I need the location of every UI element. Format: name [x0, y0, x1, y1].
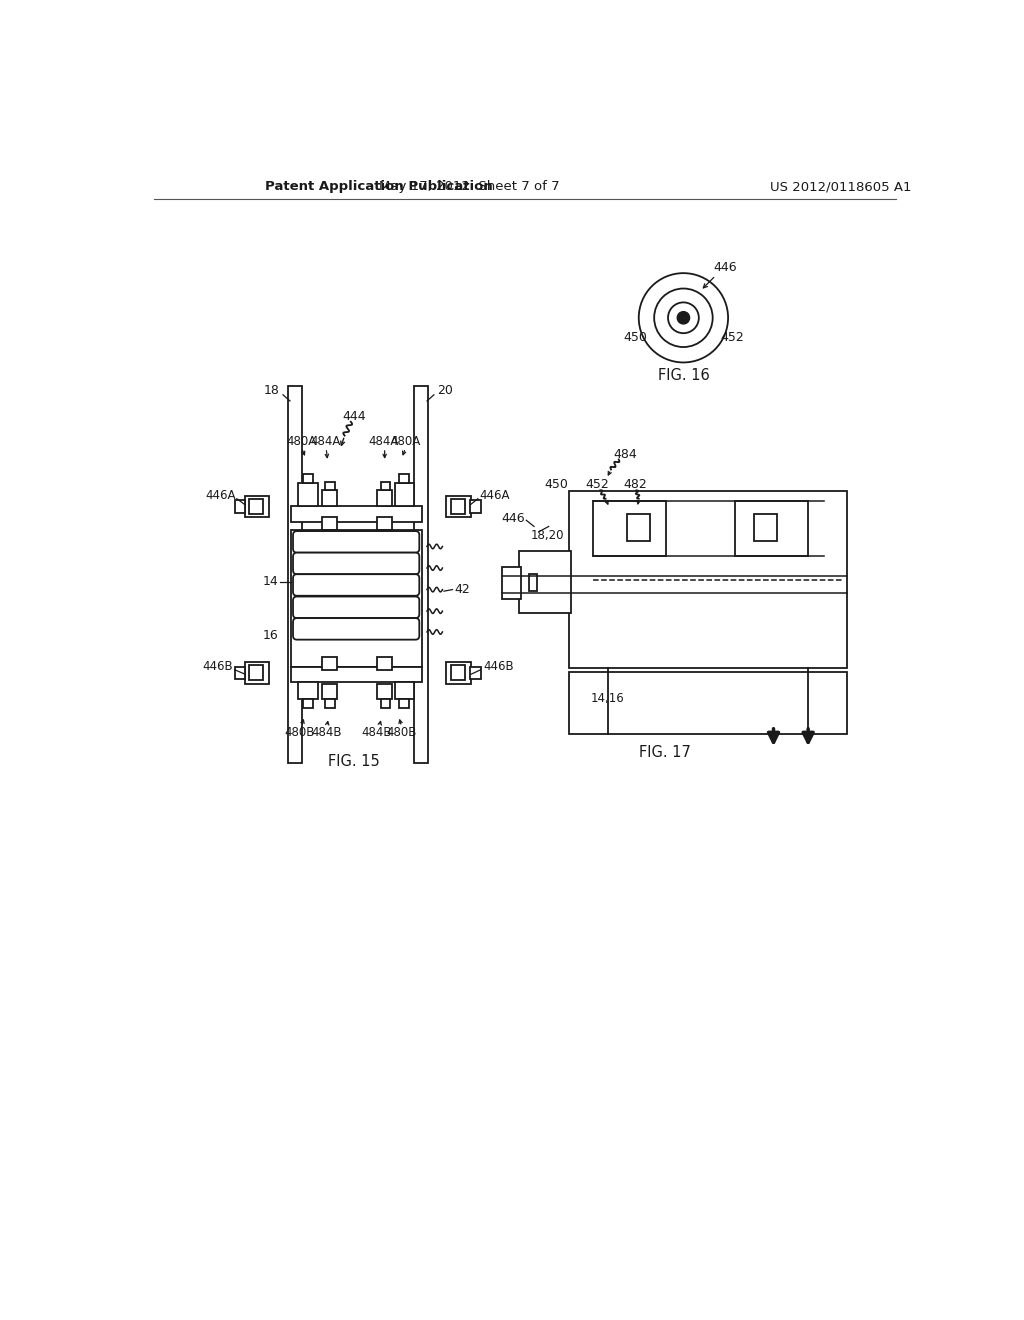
Text: 484B: 484B	[361, 726, 392, 739]
Text: 450: 450	[545, 478, 568, 491]
Text: May 17, 2012  Sheet 7 of 7: May 17, 2012 Sheet 7 of 7	[379, 181, 560, 194]
Circle shape	[654, 289, 713, 347]
FancyBboxPatch shape	[293, 597, 419, 618]
Bar	[569, 672, 847, 734]
Bar	[289, 385, 302, 763]
Text: 480B: 480B	[285, 726, 315, 739]
Text: 484: 484	[613, 447, 637, 461]
Bar	[470, 667, 481, 678]
Bar	[414, 385, 428, 763]
Bar	[399, 700, 410, 708]
Bar	[394, 682, 414, 700]
Bar	[446, 663, 471, 684]
Bar	[322, 684, 337, 700]
Text: 484B: 484B	[311, 726, 341, 739]
Bar	[502, 566, 521, 599]
Bar	[303, 700, 313, 708]
Text: 480A: 480A	[287, 436, 316, 449]
Bar	[291, 507, 422, 521]
Bar	[377, 684, 392, 700]
Text: 18: 18	[264, 384, 280, 397]
Text: 14: 14	[262, 576, 279, 589]
Bar	[249, 665, 263, 681]
Text: 480A: 480A	[390, 436, 421, 449]
Text: 446A: 446A	[479, 490, 510, 502]
Text: 446B: 446B	[483, 660, 514, 673]
Text: 14,16: 14,16	[591, 693, 625, 705]
Bar	[291, 667, 422, 682]
Bar	[451, 665, 465, 681]
Bar	[519, 552, 571, 612]
Text: 20: 20	[437, 384, 453, 397]
Bar	[381, 482, 390, 490]
Text: 452: 452	[721, 330, 744, 343]
FancyBboxPatch shape	[293, 553, 419, 574]
Bar	[298, 682, 317, 700]
Text: 482: 482	[623, 478, 647, 491]
Bar	[377, 657, 392, 669]
Bar	[446, 496, 471, 517]
Bar	[377, 517, 392, 529]
Bar	[569, 491, 847, 668]
Text: 450: 450	[624, 330, 647, 343]
Circle shape	[639, 273, 728, 363]
Bar	[298, 483, 317, 507]
Text: 484A: 484A	[368, 436, 398, 449]
Bar	[291, 529, 422, 667]
Text: 446B: 446B	[203, 660, 233, 673]
Text: 16: 16	[262, 630, 279, 643]
Bar	[470, 500, 481, 512]
FancyBboxPatch shape	[293, 618, 419, 640]
Text: 446: 446	[501, 512, 524, 525]
Text: 480B: 480B	[386, 726, 417, 739]
Bar	[326, 482, 335, 490]
Text: 446A: 446A	[206, 490, 237, 502]
Circle shape	[677, 312, 689, 323]
Bar	[381, 700, 390, 708]
Bar	[451, 499, 465, 515]
Bar	[399, 474, 410, 483]
Text: Patent Application Publication: Patent Application Publication	[265, 181, 494, 194]
Text: FIG. 16: FIG. 16	[657, 368, 710, 383]
Bar	[245, 496, 269, 517]
Bar	[322, 517, 337, 529]
Bar	[529, 574, 538, 591]
Text: 444: 444	[342, 409, 366, 422]
Text: 452: 452	[586, 478, 609, 491]
Bar	[326, 700, 335, 708]
Text: 42: 42	[454, 583, 470, 597]
Text: FIG. 17: FIG. 17	[639, 746, 691, 760]
Bar	[322, 657, 337, 669]
Text: 446: 446	[713, 261, 737, 275]
Circle shape	[668, 302, 698, 333]
Bar	[245, 663, 269, 684]
Bar	[249, 499, 263, 515]
Bar	[377, 490, 392, 507]
Bar	[593, 502, 666, 557]
Bar	[394, 483, 414, 507]
Bar	[322, 490, 337, 507]
Text: 484A: 484A	[310, 436, 341, 449]
Bar	[735, 502, 808, 557]
FancyBboxPatch shape	[293, 574, 419, 595]
Bar	[303, 474, 313, 483]
Text: US 2012/0118605 A1: US 2012/0118605 A1	[770, 181, 911, 194]
Text: 18,20: 18,20	[531, 529, 564, 543]
FancyBboxPatch shape	[293, 531, 419, 553]
Bar	[755, 515, 777, 541]
Text: FIG. 15: FIG. 15	[328, 754, 380, 768]
Bar	[234, 667, 246, 678]
Bar	[628, 515, 650, 541]
Bar	[234, 500, 246, 512]
